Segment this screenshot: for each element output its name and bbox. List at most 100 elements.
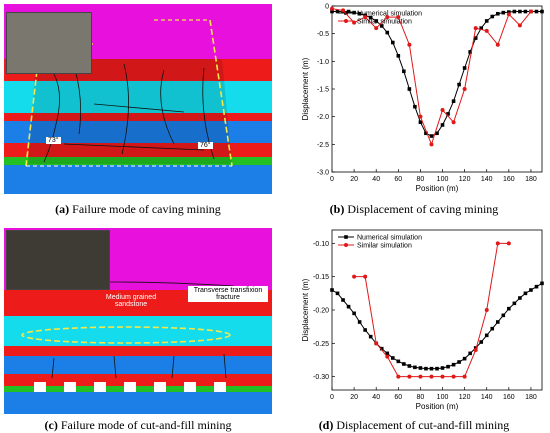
data-point bbox=[363, 328, 367, 332]
x-tick-label: 180 bbox=[525, 176, 537, 183]
data-point bbox=[529, 288, 533, 292]
data-point bbox=[495, 11, 500, 16]
data-point bbox=[495, 42, 500, 47]
caving-particle-model bbox=[4, 4, 272, 194]
data-point bbox=[451, 99, 456, 103]
data-point bbox=[418, 374, 423, 379]
x-tick-label: 140 bbox=[481, 176, 493, 183]
data-point bbox=[506, 241, 511, 246]
data-point bbox=[512, 301, 517, 306]
data-point bbox=[540, 9, 544, 14]
y-tick-label: 0 bbox=[325, 4, 329, 11]
caption-b-text: Displacement of caving mining bbox=[347, 202, 499, 216]
data-point bbox=[528, 9, 533, 14]
x-tick-label: 100 bbox=[437, 176, 449, 183]
data-point bbox=[484, 333, 489, 338]
y-tick-label: -0.5 bbox=[317, 31, 329, 38]
data-point bbox=[468, 50, 472, 54]
data-point bbox=[413, 104, 417, 109]
data-point bbox=[407, 87, 412, 91]
data-point bbox=[357, 11, 362, 16]
data-point bbox=[440, 108, 445, 113]
data-point bbox=[518, 296, 522, 300]
data-point bbox=[490, 326, 495, 331]
x-tick-label: 120 bbox=[459, 394, 471, 401]
caption-d: (d) Displacement of cut-and-fill mining bbox=[278, 418, 550, 433]
data-point bbox=[473, 348, 478, 352]
caption-c: (c) Failure mode of cut-and-fill mining bbox=[4, 418, 272, 433]
series-line-0 bbox=[331, 282, 543, 370]
data-point bbox=[418, 114, 423, 119]
data-point bbox=[446, 112, 450, 116]
data-point bbox=[346, 304, 351, 309]
data-point bbox=[330, 288, 334, 292]
data-point bbox=[429, 366, 434, 371]
data-point bbox=[435, 131, 439, 136]
caption-a-letter: (a) bbox=[55, 202, 70, 216]
caption-b: (b) Displacement of caving mining bbox=[278, 202, 550, 217]
y-tick-label: -0.10 bbox=[313, 241, 329, 248]
caving-displacement-chart: 0 20 40 60 80 100 120 140 160 180 0 -0.5 -1.0 -1.5 -2.… bbox=[301, 4, 544, 193]
y-tick-label: -0.25 bbox=[313, 341, 329, 348]
x-tick-label: 60 bbox=[394, 176, 402, 183]
data-point bbox=[517, 23, 522, 28]
caption-d-letter: (d) bbox=[318, 418, 334, 432]
data-point bbox=[374, 19, 379, 23]
x-tick-label: 40 bbox=[372, 394, 380, 401]
x-tick-label: 40 bbox=[372, 176, 380, 183]
cut-and-fill-displacement-chart: 0 20 40 60 80 100 120 140 160 180 -0.10 -0.15 -0.20 -… bbox=[301, 229, 544, 411]
data-point bbox=[352, 274, 357, 279]
data-point bbox=[429, 142, 434, 147]
data-point bbox=[468, 351, 472, 356]
data-point bbox=[402, 69, 406, 74]
legend-label-1: Similar simulation bbox=[357, 19, 412, 26]
y-tick-label: -0.15 bbox=[313, 274, 329, 281]
data-point bbox=[507, 306, 511, 311]
data-point bbox=[446, 364, 450, 369]
data-point bbox=[424, 131, 428, 136]
data-point bbox=[501, 10, 506, 15]
data-point bbox=[390, 40, 395, 45]
data-point bbox=[424, 366, 428, 371]
data-point bbox=[440, 123, 445, 127]
plot-frame bbox=[331, 5, 543, 173]
data-point bbox=[335, 9, 340, 14]
caving-physical-model-photo bbox=[6, 12, 92, 74]
caption-a-text: Failure mode of caving mining bbox=[72, 202, 221, 216]
data-point bbox=[330, 6, 334, 11]
x-tick-label: 180 bbox=[525, 394, 537, 401]
data-point bbox=[390, 356, 395, 360]
legend-marker-1 bbox=[344, 243, 348, 247]
y-tick-label: -3.0 bbox=[317, 170, 329, 177]
data-point bbox=[490, 14, 495, 19]
data-point bbox=[374, 26, 379, 31]
caving-simulation-image: 73° 76° bbox=[4, 4, 272, 194]
x-axis-label: Position (m) bbox=[416, 402, 459, 411]
legend-label-0: Numerical simulation bbox=[357, 235, 422, 242]
data-point bbox=[512, 9, 517, 14]
caption-b-letter: (b) bbox=[329, 202, 345, 216]
data-point bbox=[363, 274, 368, 279]
data-point bbox=[396, 15, 401, 20]
data-point bbox=[352, 311, 356, 316]
data-point bbox=[368, 334, 373, 339]
data-point bbox=[379, 346, 384, 351]
series-line-0 bbox=[332, 11, 542, 137]
data-point bbox=[407, 364, 412, 368]
data-point bbox=[357, 320, 362, 324]
data-point bbox=[352, 10, 356, 15]
y-tick-label: -1.5 bbox=[317, 87, 329, 94]
legend-marker-0 bbox=[344, 235, 348, 239]
x-tick-label: 160 bbox=[503, 176, 515, 183]
x-tick-label: 100 bbox=[437, 394, 449, 401]
transverse-fracture-label: Transverse transfixion fracture bbox=[188, 286, 268, 302]
data-point bbox=[385, 354, 390, 359]
data-point bbox=[495, 241, 500, 246]
data-point bbox=[402, 362, 406, 366]
caption-a: (a) Failure mode of caving mining bbox=[4, 202, 272, 217]
x-tick-label: 0 bbox=[330, 176, 334, 183]
data-point bbox=[451, 374, 456, 379]
data-point bbox=[352, 20, 357, 25]
x-tick-label: 0 bbox=[330, 394, 334, 401]
x-tick-label: 140 bbox=[481, 394, 493, 401]
